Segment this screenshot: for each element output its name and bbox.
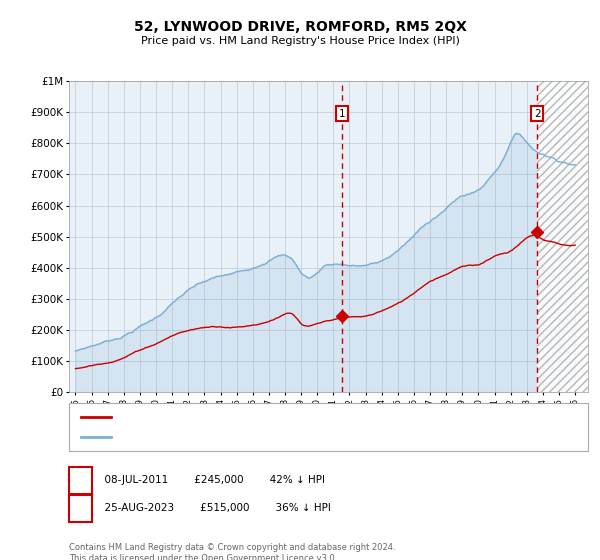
Text: 1: 1 bbox=[338, 109, 345, 119]
Text: 52, LYNWOOD DRIVE, ROMFORD, RM5 2QX: 52, LYNWOOD DRIVE, ROMFORD, RM5 2QX bbox=[134, 20, 466, 34]
Text: Contains HM Land Registry data © Crown copyright and database right 2024.
This d: Contains HM Land Registry data © Crown c… bbox=[69, 543, 395, 560]
Text: HPI: Average price, detached house, Havering: HPI: Average price, detached house, Have… bbox=[120, 432, 360, 442]
Text: 2: 2 bbox=[534, 109, 541, 119]
Text: 52, LYNWOOD DRIVE, ROMFORD, RM5 2QX (detached house): 52, LYNWOOD DRIVE, ROMFORD, RM5 2QX (det… bbox=[120, 412, 437, 422]
Text: 08-JUL-2011        £245,000        42% ↓ HPI: 08-JUL-2011 £245,000 42% ↓ HPI bbox=[98, 475, 325, 486]
Text: Price paid vs. HM Land Registry's House Price Index (HPI): Price paid vs. HM Land Registry's House … bbox=[140, 36, 460, 46]
Text: 25-AUG-2023        £515,000        36% ↓ HPI: 25-AUG-2023 £515,000 36% ↓ HPI bbox=[98, 503, 331, 514]
Text: 2: 2 bbox=[77, 503, 84, 514]
Bar bbox=[537, 66, 591, 392]
Text: 1: 1 bbox=[77, 475, 84, 486]
